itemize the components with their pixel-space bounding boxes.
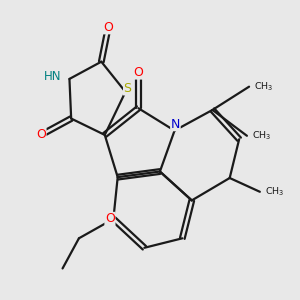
Text: CH$_3$: CH$_3$ (254, 80, 274, 93)
Text: O: O (134, 66, 143, 79)
Text: O: O (103, 21, 113, 34)
Text: CH$_3$: CH$_3$ (265, 185, 284, 198)
Text: O: O (105, 212, 115, 225)
Text: S: S (124, 82, 132, 95)
Text: HN: HN (44, 70, 62, 83)
Text: CH$_3$: CH$_3$ (252, 130, 272, 142)
Text: N: N (171, 118, 180, 131)
Text: O: O (36, 128, 46, 141)
